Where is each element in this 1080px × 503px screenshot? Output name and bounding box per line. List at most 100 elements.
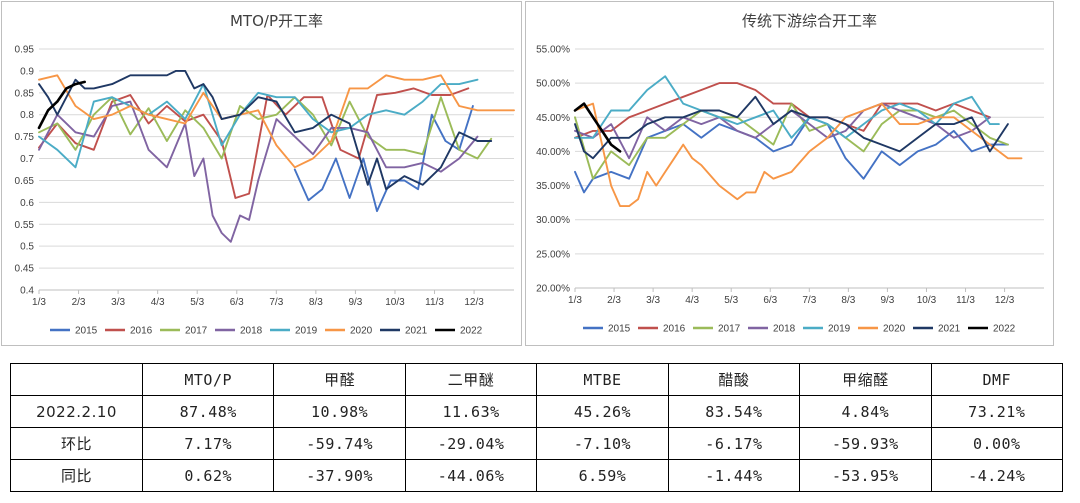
table-cell: -44.06% xyxy=(404,459,538,492)
legend-entry-2021: 2021 xyxy=(938,324,961,335)
x-tick-label: 3/3 xyxy=(111,297,125,308)
operating-rate-table: MTO/P 甲醛 二甲醚 MTBE 醋酸 甲缩醛 DMF 2022.2.10 8… xyxy=(10,363,1064,492)
table-cell: 7.17% xyxy=(141,427,275,460)
y-tick-label: 45.00% xyxy=(536,113,570,124)
x-tick-label: 12/3 xyxy=(995,295,1015,306)
table-header-cell: DMF xyxy=(930,363,1064,396)
table-header-cell xyxy=(10,363,143,396)
y-tick-label: 0.75 xyxy=(15,132,35,143)
table-cell: -6.17% xyxy=(667,427,801,460)
legend-entry-2020: 2020 xyxy=(350,326,373,337)
series-line-2017 xyxy=(38,96,493,160)
legend-entry-2022: 2022 xyxy=(460,326,483,337)
y-tick-label: 0.4 xyxy=(20,286,34,297)
table-row-label: 2022.2.10 xyxy=(10,395,143,428)
table-cell: -59.74% xyxy=(273,427,406,460)
legend-entry-2020: 2020 xyxy=(883,324,906,335)
x-tick-label: 4/3 xyxy=(151,297,165,308)
table-cell: 45.26% xyxy=(536,395,669,428)
table-cell: -29.04% xyxy=(404,427,538,460)
table-header-cell: 醋酸 xyxy=(667,363,801,396)
table-header-cell: MTO/P xyxy=(141,363,275,396)
x-tick-label: 6/3 xyxy=(230,297,244,308)
table-header-row: MTO/P 甲醛 二甲醚 MTBE 醋酸 甲缩醛 DMF xyxy=(10,363,1064,396)
table-cell: -4.24% xyxy=(930,459,1064,492)
series-line-2022 xyxy=(37,80,86,130)
x-tick-label: 6/3 xyxy=(763,295,777,306)
y-tick-label: 20.00% xyxy=(536,284,570,295)
x-tick-label: 2/3 xyxy=(72,297,86,308)
x-tick-label: 4/3 xyxy=(685,295,699,306)
x-tick-label: 11/3 xyxy=(425,297,444,308)
legend-entry-2019: 2019 xyxy=(828,324,851,335)
y-tick-label: 0.55 xyxy=(15,220,35,231)
series-line-2021 xyxy=(574,95,1009,160)
y-tick-label: 0.95 xyxy=(15,45,35,56)
legend-entry-2021: 2021 xyxy=(405,326,428,337)
y-tick-label: 0.65 xyxy=(15,176,35,187)
series-line-2021 xyxy=(38,69,493,191)
y-tick-label: 0.45 xyxy=(15,264,35,275)
legend-entry-2017: 2017 xyxy=(185,326,208,337)
table-row: 同比 0.62% -37.90% -44.06% 6.59% -1.44% -5… xyxy=(10,459,1064,492)
table-cell: 83.54% xyxy=(667,395,801,428)
chart-title: MTO/P开工率 xyxy=(230,12,323,30)
x-tick-label: 7/3 xyxy=(269,297,283,308)
table-header-cell: 甲醛 xyxy=(273,363,406,396)
table-cell: 73.21% xyxy=(930,395,1064,428)
x-tick-label: 2/3 xyxy=(607,295,621,306)
table-cell: -53.95% xyxy=(799,459,932,492)
table-cell: -1.44% xyxy=(667,459,801,492)
y-tick-label: 55.00% xyxy=(536,45,570,56)
legend-entry-2018: 2018 xyxy=(773,324,796,335)
table-cell: 11.63% xyxy=(404,395,538,428)
table-header-cell: 甲缩醛 xyxy=(799,363,932,396)
x-tick-label: 3/3 xyxy=(646,295,660,306)
x-tick-label: 7/3 xyxy=(802,295,816,306)
table-cell: 4.84% xyxy=(799,395,932,428)
series-line-2016 xyxy=(574,82,991,139)
x-tick-label: 9/3 xyxy=(880,295,894,306)
table-cell: -7.10% xyxy=(536,427,669,460)
legend-entry-2015: 2015 xyxy=(608,324,631,335)
series-line-2016 xyxy=(38,87,470,199)
legend-entry-2017: 2017 xyxy=(718,324,741,335)
y-tick-label: 0.5 xyxy=(20,242,34,253)
series-line-2020 xyxy=(574,102,1023,208)
mto-chart-panel: MTO/P开工率 0.4 0.45 0.5 0.55 0.6 0.65 0.7 0.75 0.8 0… xyxy=(1,1,522,346)
mto-chart: MTO/P开工率 0.4 0.45 0.5 0.55 0.6 0.65 0.7 0.75 0.8 0… xyxy=(15,12,515,337)
table-row: 2022.2.10 87.48% 10.98% 11.63% 45.26% 83… xyxy=(10,395,1064,428)
y-tick-label: 50.00% xyxy=(536,79,570,90)
x-tick-label: 12/3 xyxy=(464,297,484,308)
y-tick-label: 30.00% xyxy=(536,215,570,226)
table-cell: 87.48% xyxy=(141,395,275,428)
x-tick-label: 8/3 xyxy=(841,295,855,306)
table-cell: -37.90% xyxy=(273,459,406,492)
y-tick-label: 0.7 xyxy=(20,154,34,165)
table-cell: 6.59% xyxy=(536,459,669,492)
legend-entry-2022: 2022 xyxy=(993,324,1016,335)
chart-title: 传统下游综合开工率 xyxy=(742,12,877,30)
x-tick-label: 8/3 xyxy=(309,297,323,308)
y-tick-label: 0.9 xyxy=(20,66,34,77)
legend-entry-2016: 2016 xyxy=(130,326,153,337)
series-line-2015 xyxy=(293,105,474,213)
table-cell: 10.98% xyxy=(273,395,406,428)
legend-entry-2016: 2016 xyxy=(663,324,686,335)
table-row-label: 同比 xyxy=(10,459,143,492)
x-tick-label: 5/3 xyxy=(724,295,738,306)
legend-entry-2015: 2015 xyxy=(75,326,98,337)
series-line-2015 xyxy=(574,116,1009,194)
y-tick-label: 40.00% xyxy=(536,147,570,158)
y-tick-label: 0.8 xyxy=(20,110,34,121)
x-tick-label: 5/3 xyxy=(190,297,204,308)
table-cell: 0.62% xyxy=(141,459,275,492)
table-header-cell: 二甲醚 xyxy=(404,363,538,396)
x-tick-label: 1/3 xyxy=(568,295,582,306)
y-tick-label: 25.00% xyxy=(536,249,570,260)
y-tick-label: 0.85 xyxy=(15,88,35,99)
legend-entry-2019: 2019 xyxy=(295,326,318,337)
x-tick-label: 10/3 xyxy=(917,295,937,306)
series-line-2020 xyxy=(38,74,515,169)
table-cell: -59.93% xyxy=(799,427,932,460)
